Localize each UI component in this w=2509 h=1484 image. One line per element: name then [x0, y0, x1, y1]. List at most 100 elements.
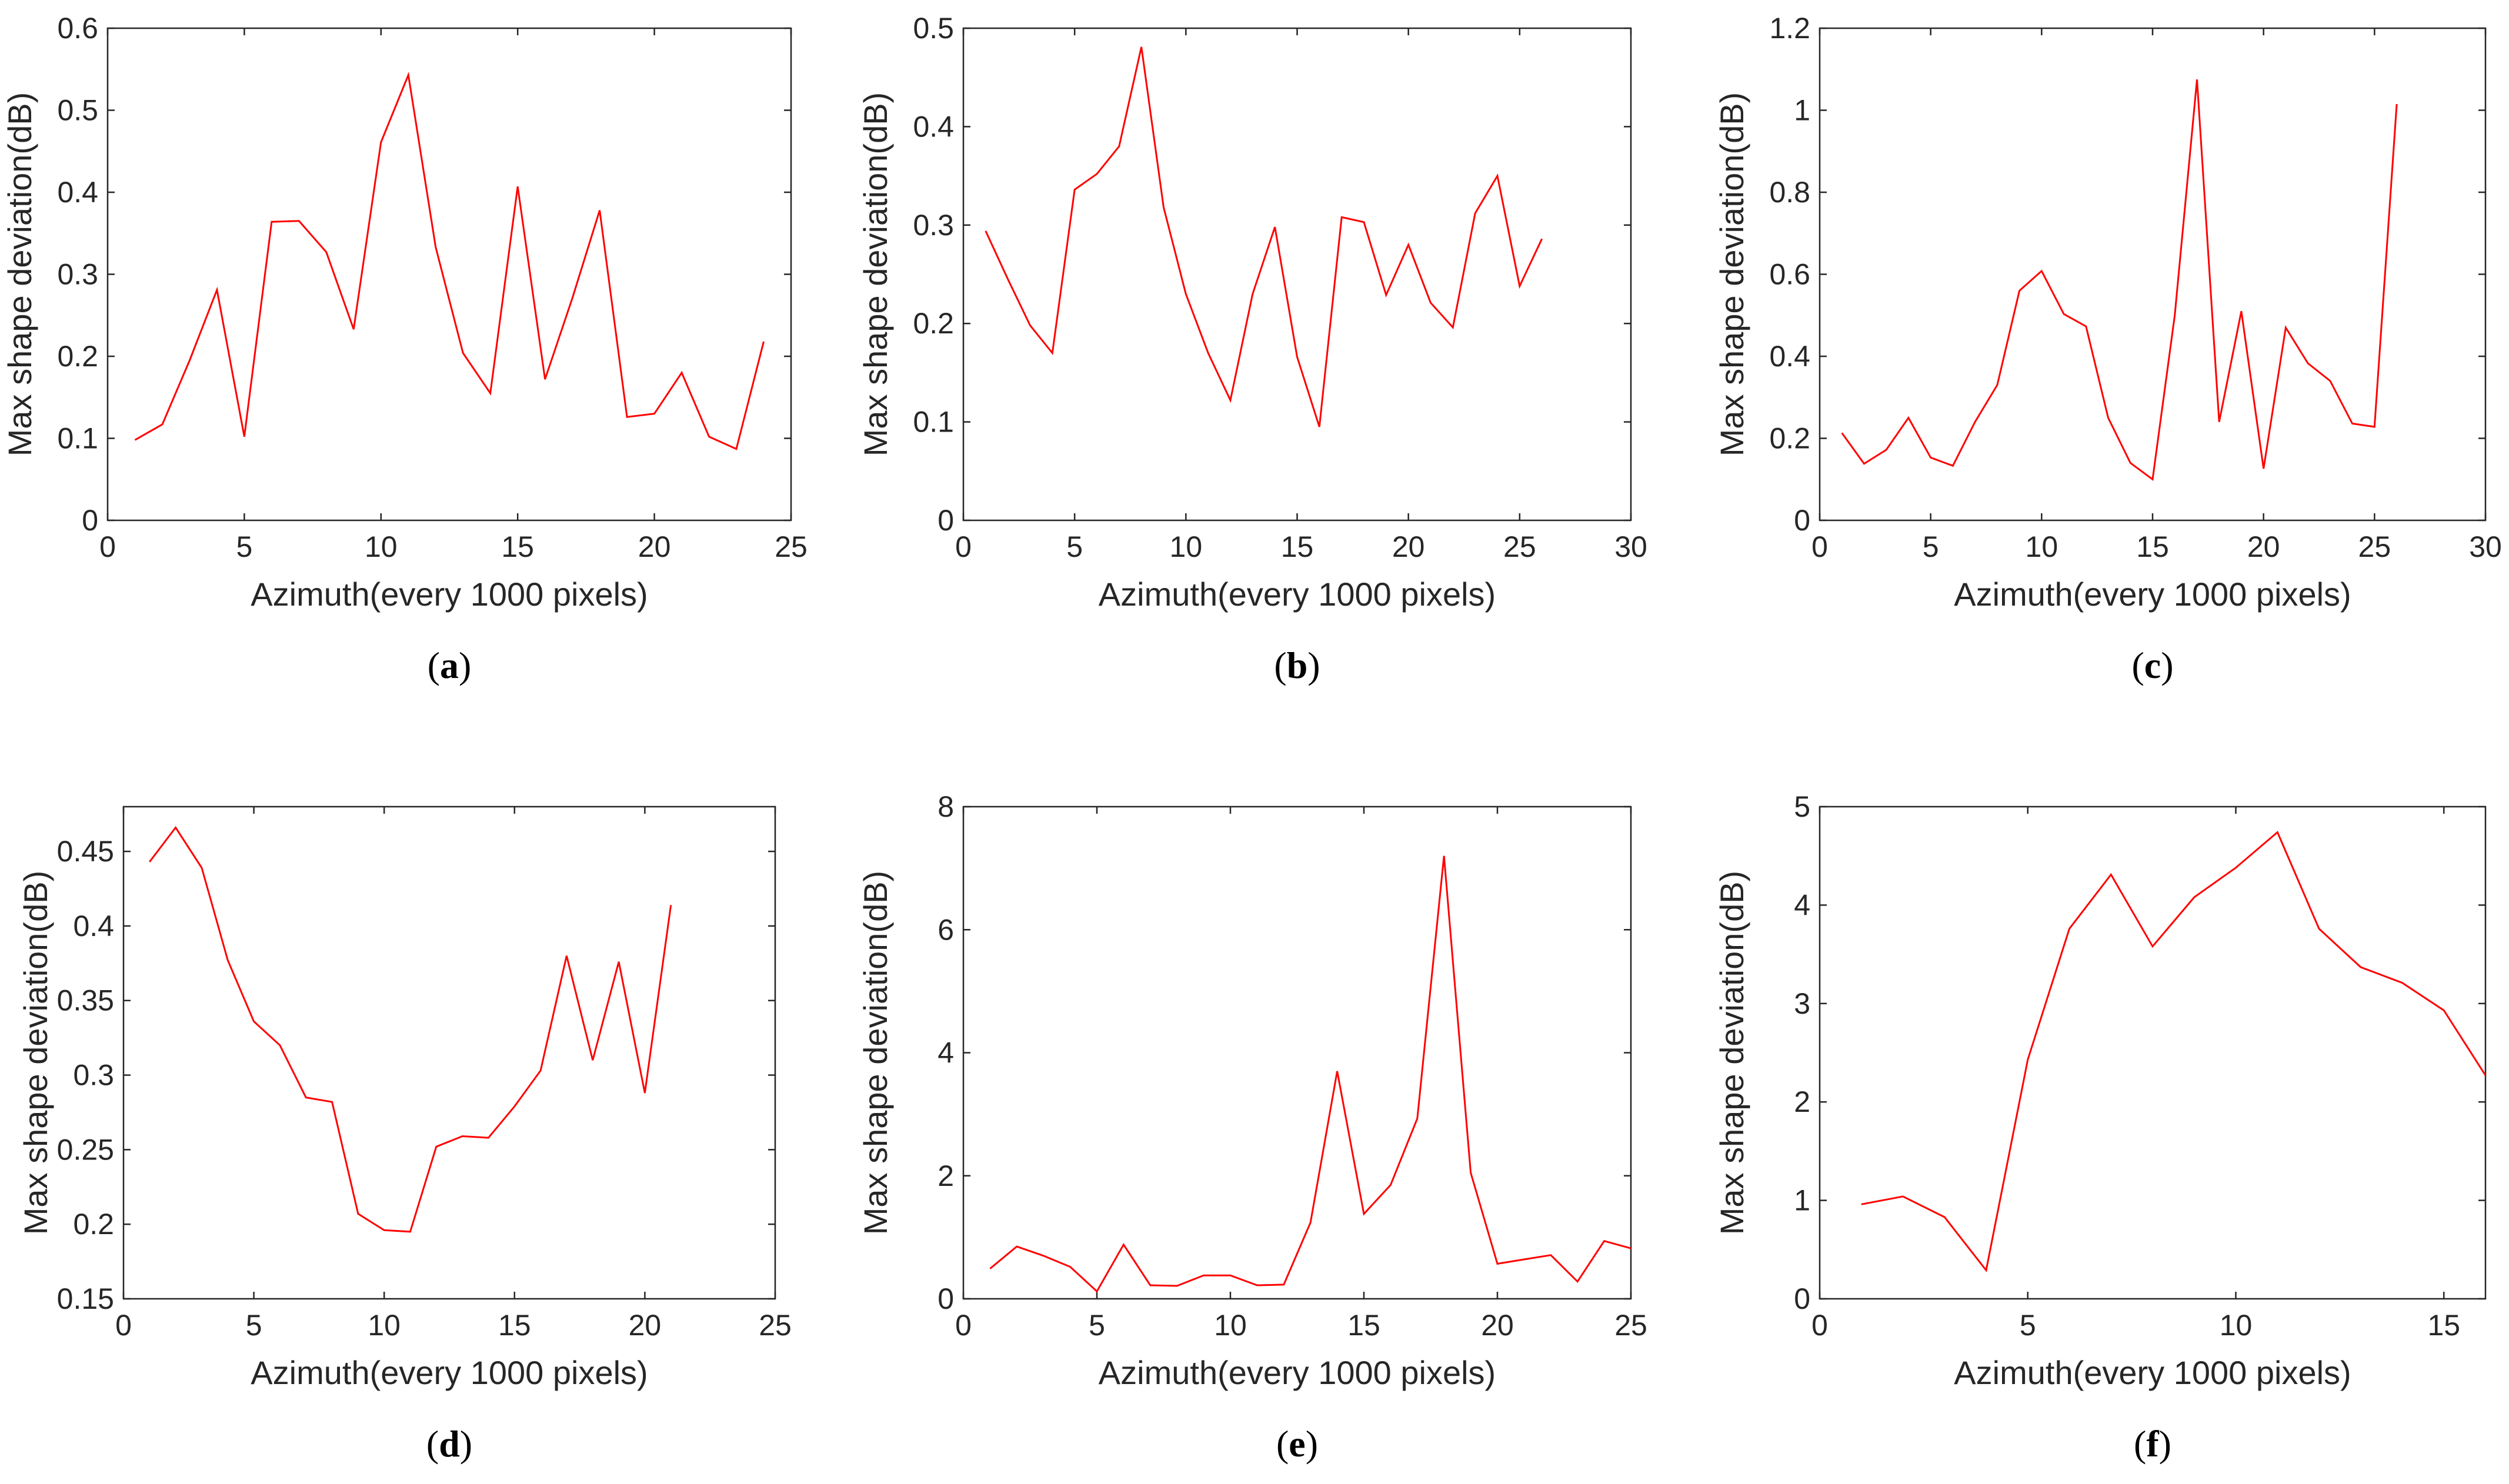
y-axis-label: Max shape deviation(dB) — [857, 871, 894, 1235]
x-tick-label: 0 — [1811, 530, 1828, 563]
y-tick-label: 2 — [1794, 1085, 1810, 1118]
x-tick-label: 25 — [1503, 530, 1536, 563]
y-axis-label: Max shape deviation(dB) — [1713, 92, 1750, 456]
chart-panel-a: 0 5 10 15 20 25 0 0.1 0.2 0.3 0.4 0.5 0.6 Azimuth(eve… — [1, 12, 808, 686]
x-tick-label: 5 — [246, 1309, 262, 1342]
y-tick-label: 0.6 — [1769, 258, 1810, 291]
x-tick-label: 15 — [1281, 530, 1314, 563]
x-tick-label: 0 — [1811, 1309, 1828, 1342]
x-tick-label: 20 — [638, 530, 671, 563]
x-tick-label: 15 — [2136, 530, 2169, 563]
y-tick-label: 0.4 — [1769, 340, 1810, 373]
y-axis-label: Max shape deviation(dB) — [1, 92, 38, 456]
y-tick-label: 1 — [1794, 1184, 1810, 1217]
x-tick-label: 25 — [759, 1309, 792, 1342]
panel-caption: (b) — [1274, 644, 1320, 686]
panel-caption: (d) — [426, 1423, 472, 1465]
y-tick-label: 0.35 — [57, 984, 114, 1017]
x-tick-label: 0 — [955, 530, 972, 563]
plot-frame — [122, 805, 776, 1300]
y-tick-label: 6 — [937, 913, 954, 946]
y-tick-label: 0 — [937, 1282, 954, 1315]
y-tick-label: 0 — [82, 504, 98, 537]
y-tick-label: 0.2 — [57, 340, 98, 373]
series-line — [1861, 831, 2485, 1273]
x-tick-label: 15 — [1347, 1309, 1380, 1342]
y-tick-label: 0.25 — [57, 1133, 114, 1166]
plot-frame — [1819, 805, 2487, 1300]
x-tick-label: 10 — [368, 1309, 401, 1342]
x-tick-label: 20 — [1481, 1309, 1514, 1342]
series-line — [1841, 79, 2398, 482]
x-tick-label: 15 — [498, 1309, 531, 1342]
y-tick-label: 0 — [1794, 504, 1810, 537]
y-tick-label: 0.8 — [1769, 176, 1810, 209]
y-tick-label: 5 — [1794, 790, 1810, 823]
chart-panel-d: 0 5 10 15 20 25 0.15 0.2 0.25 0.3 0.35 0.4 0.45 Azimu… — [17, 805, 792, 1465]
panel-caption: (a) — [428, 644, 472, 686]
x-tick-label: 25 — [775, 530, 808, 563]
y-tick-label: 0.5 — [913, 12, 954, 45]
y-axis-label: Max shape deviation(dB) — [17, 871, 54, 1235]
series-line — [989, 855, 1631, 1293]
y-tick-label: 0.2 — [73, 1208, 114, 1241]
x-tick-label: 5 — [1923, 530, 1939, 563]
x-axis-label: Azimuth(every 1000 pixels) — [1099, 1354, 1496, 1391]
x-axis-label: Azimuth(every 1000 pixels) — [1099, 576, 1496, 613]
x-tick-label: 0 — [955, 1309, 972, 1342]
y-tick-label: 0.4 — [57, 176, 98, 209]
x-axis-label: Azimuth(every 1000 pixels) — [1954, 1354, 2351, 1391]
x-tick-label: 5 — [1066, 530, 1083, 563]
y-tick-label: 0.15 — [57, 1282, 114, 1315]
y-tick-label: 0.2 — [913, 307, 954, 340]
x-tick-label: 0 — [99, 530, 116, 563]
y-tick-label: 0.2 — [1769, 422, 1810, 455]
y-tick-label: 8 — [937, 790, 954, 823]
y-tick-label: 0.45 — [57, 835, 114, 868]
y-tick-label: 0.4 — [73, 910, 114, 942]
x-tick-label: 30 — [1614, 530, 1647, 563]
x-tick-label: 5 — [236, 530, 252, 563]
y-tick-label: 0 — [1794, 1282, 1810, 1315]
y-tick-label: 0.3 — [73, 1059, 114, 1092]
y-tick-label: 0.1 — [913, 406, 954, 439]
x-tick-label: 30 — [2469, 530, 2502, 563]
chart-panel-c: 0 5 10 15 20 25 30 0 0.2 0.4 0.6 0.8 1 1.2 Azimuth(eve… — [1713, 12, 2502, 686]
chart-panel-f: 0 5 10 15 0 1 2 3 4 5 Azimuth(every 1000 pixels) Ma… — [1713, 790, 2487, 1465]
x-tick-label: 25 — [2358, 530, 2391, 563]
x-tick-label: 20 — [2247, 530, 2280, 563]
chart-panel-e: 0 5 10 15 20 25 0 2 4 6 8 Azimuth(every 1000 pixels… — [857, 790, 1647, 1465]
series-line — [134, 71, 765, 450]
x-tick-label: 0 — [115, 1309, 132, 1342]
x-tick-label: 5 — [1089, 1309, 1105, 1342]
plot-frame — [962, 805, 1632, 1300]
y-axis-label: Max shape deviation(dB) — [857, 92, 894, 456]
y-tick-label: 1.2 — [1769, 12, 1810, 45]
x-axis-label: Azimuth(every 1000 pixels) — [1954, 576, 2351, 613]
x-tick-label: 10 — [1214, 1309, 1247, 1342]
y-axis-label: Max shape deviation(dB) — [1713, 871, 1750, 1235]
y-tick-label: 0 — [937, 504, 954, 537]
x-tick-label: 20 — [629, 1309, 662, 1342]
x-tick-label: 25 — [1614, 1309, 1647, 1342]
y-tick-label: 4 — [937, 1037, 954, 1069]
series-line — [985, 46, 1543, 427]
panel-caption: (f) — [2134, 1423, 2171, 1465]
plot-frame — [106, 27, 792, 522]
x-tick-label: 10 — [2220, 1309, 2253, 1342]
y-tick-label: 2 — [937, 1159, 954, 1192]
y-tick-label: 0.1 — [57, 422, 98, 455]
y-tick-label: 3 — [1794, 987, 1810, 1020]
y-tick-label: 0.3 — [57, 258, 98, 291]
x-axis-label: Azimuth(every 1000 pixels) — [251, 1354, 648, 1391]
x-tick-label: 10 — [365, 530, 398, 563]
y-tick-label: 0.5 — [57, 94, 98, 127]
y-tick-label: 0.6 — [57, 12, 98, 45]
x-tick-label: 15 — [501, 530, 534, 563]
y-tick-label: 4 — [1794, 888, 1810, 921]
x-tick-label: 20 — [1392, 530, 1425, 563]
y-tick-label: 0.3 — [913, 209, 954, 242]
x-tick-label: 10 — [1170, 530, 1203, 563]
panel-caption: (e) — [1276, 1423, 1318, 1465]
y-tick-label: 0.4 — [913, 110, 954, 143]
